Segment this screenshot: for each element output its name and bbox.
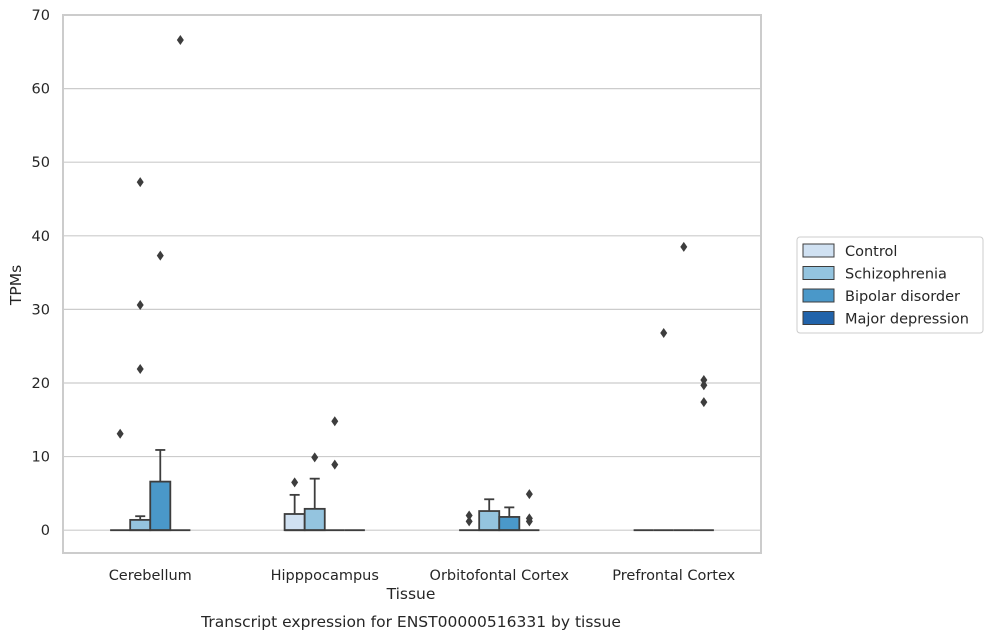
y-tick-label: 10 xyxy=(32,450,50,466)
outlier-point xyxy=(136,177,144,188)
outlier-point xyxy=(136,364,144,375)
legend-label: Major depression xyxy=(845,312,969,328)
box-body xyxy=(478,510,501,532)
legend-label: Schizophrenia xyxy=(845,267,947,283)
box-body xyxy=(149,480,172,532)
y-tick-label: 40 xyxy=(32,229,50,245)
boxes-layer xyxy=(110,449,714,532)
outlier-point xyxy=(700,375,708,386)
y-tick-label: 30 xyxy=(32,302,50,318)
outlier-point xyxy=(311,452,319,463)
legend-swatch xyxy=(802,266,835,280)
outlier-point xyxy=(660,327,668,338)
legend-label: Bipolar disorder xyxy=(845,289,960,305)
legend-swatch xyxy=(802,288,835,303)
y-tick-label: 70 xyxy=(32,8,50,24)
legend: Control Schizophrenia Bipolar disorder Majo… xyxy=(796,236,984,334)
x-tick-label: Orbitofontal Cortex xyxy=(430,568,570,584)
y-tick-label: 60 xyxy=(32,82,50,98)
x-axis-label: Tissue xyxy=(386,585,436,603)
box xyxy=(498,506,521,532)
x-tick-labels: Cerebellum Hipppocampus Orbitofontal Corte… xyxy=(109,568,736,584)
outlier-point xyxy=(116,428,124,439)
outlier-point xyxy=(156,250,164,261)
outliers-layer xyxy=(116,35,708,527)
outlier-point xyxy=(291,477,299,488)
outlier-point xyxy=(331,416,339,427)
box xyxy=(303,477,326,532)
outlier-point xyxy=(465,516,473,527)
legend-swatch xyxy=(802,311,835,325)
box xyxy=(129,515,152,532)
x-tick-label: Cerebellum xyxy=(109,568,192,584)
box-body xyxy=(283,513,306,532)
outlier-point xyxy=(525,489,533,500)
x-tick-label: Hipppocampus xyxy=(271,568,379,584)
outlier-point xyxy=(700,397,708,408)
box-body xyxy=(498,516,521,532)
outlier-point xyxy=(465,510,473,521)
outlier-point xyxy=(525,513,533,524)
outlier-point xyxy=(136,299,144,310)
outlier-point xyxy=(176,35,184,46)
plot-frame xyxy=(62,14,762,554)
y-tick-label: 0 xyxy=(41,523,50,539)
box-body xyxy=(303,507,326,532)
y-tick-labels: 0 10 20 30 40 50 60 70 xyxy=(32,8,50,539)
box xyxy=(149,449,172,532)
y-tick-label: 50 xyxy=(32,155,50,171)
grid-lines xyxy=(63,14,761,531)
y-tick-label: 20 xyxy=(32,376,50,392)
box xyxy=(283,493,306,532)
outlier-point xyxy=(700,380,708,391)
legend-label: Control xyxy=(845,244,897,260)
box-body xyxy=(129,518,152,532)
legend-frame xyxy=(796,236,984,334)
legend-swatch xyxy=(802,243,835,258)
outlier-point xyxy=(680,241,688,252)
y-axis-label: TPMs xyxy=(7,265,25,306)
chart-title: Transcript expression for ENST0000051633… xyxy=(200,613,621,631)
x-tick-label: Prefrontal Cortex xyxy=(612,568,735,584)
outlier-point xyxy=(331,459,339,470)
box xyxy=(478,498,501,532)
